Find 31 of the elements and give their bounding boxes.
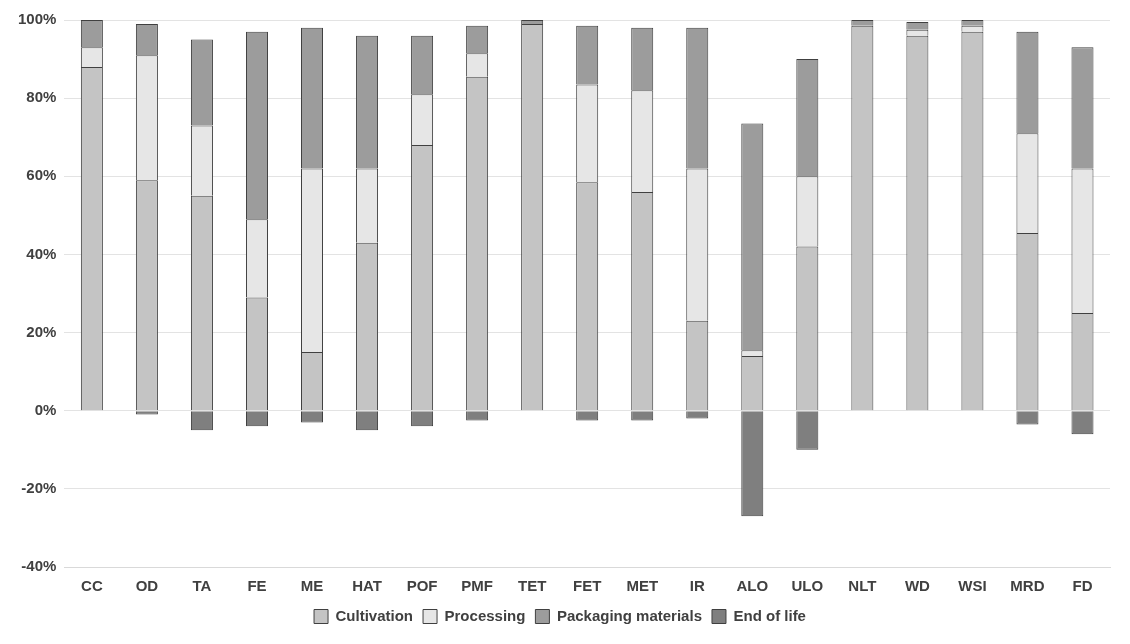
x-tick-label: ULO: [791, 577, 824, 595]
x-tick-label: WD: [904, 577, 931, 595]
x-tick-label: POF: [406, 577, 438, 595]
y-tick-label: 40%: [26, 244, 57, 262]
x-tick-label: IR: [689, 577, 705, 595]
x-tick-label: NLT: [848, 577, 877, 595]
y-tick-label: -20%: [21, 479, 57, 496]
x-tick-label: ALO: [736, 577, 769, 595]
y-tick-label: 60%: [26, 166, 57, 184]
x-tick-label: CC: [81, 577, 103, 595]
legend-label: Processing: [444, 606, 526, 624]
x-tick-label: MET: [626, 577, 659, 595]
y-tick-label: 20%: [26, 322, 57, 340]
legend-label: End of life: [733, 606, 806, 624]
x-tick-label: WSI: [958, 577, 987, 595]
x-tick-label: FET: [573, 577, 602, 595]
x-tick-label: ME: [300, 577, 324, 595]
x-tick-label: FE: [247, 577, 267, 595]
x-tick-label: OD: [135, 577, 159, 595]
x-tick-label: FD: [1072, 577, 1093, 595]
x-tick-label: MRD: [1010, 577, 1045, 595]
legend-label: Packaging materials: [556, 606, 702, 624]
x-tick-label: TA: [192, 577, 212, 595]
y-tick-label: 100%: [17, 10, 57, 28]
legend-label: Cultivation: [335, 606, 414, 624]
x-tick-label: TET: [517, 577, 547, 595]
y-tick-label: 80%: [26, 88, 57, 106]
y-tick-label: -40%: [21, 557, 57, 575]
x-tick-label: PMF: [461, 577, 493, 595]
y-tick-label: 0%: [34, 400, 57, 418]
x-tick-label: HAT: [352, 577, 382, 595]
